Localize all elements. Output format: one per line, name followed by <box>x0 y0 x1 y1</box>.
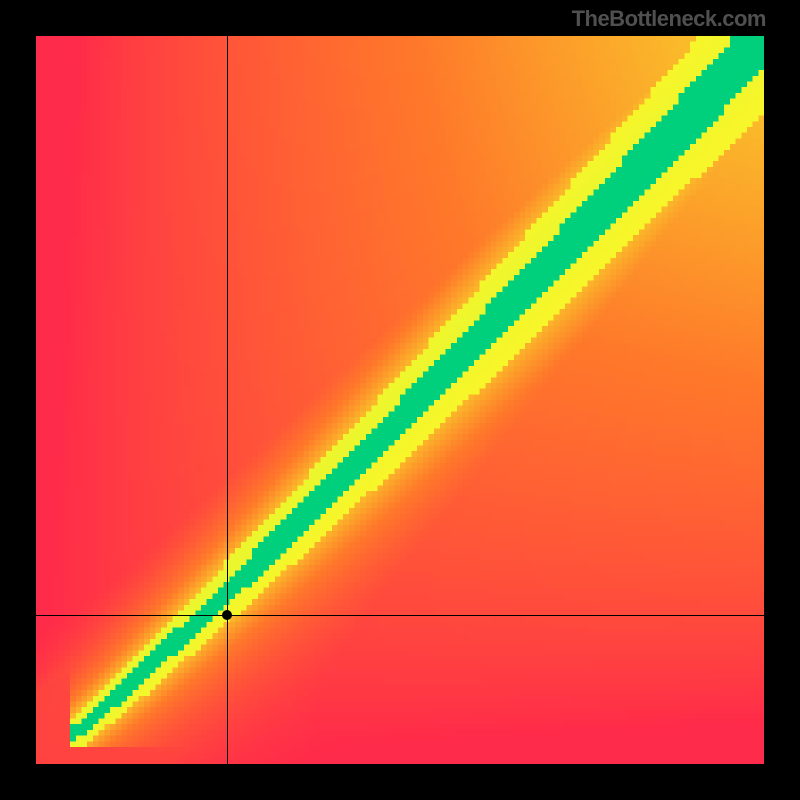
crosshair-vertical <box>227 36 228 764</box>
heatmap-canvas <box>36 36 764 764</box>
chart-container: TheBottleneck.com <box>0 0 800 800</box>
crosshair-marker <box>222 610 232 620</box>
heatmap-plot <box>36 36 764 764</box>
crosshair-horizontal <box>36 615 764 616</box>
watermark-text: TheBottleneck.com <box>572 6 766 32</box>
